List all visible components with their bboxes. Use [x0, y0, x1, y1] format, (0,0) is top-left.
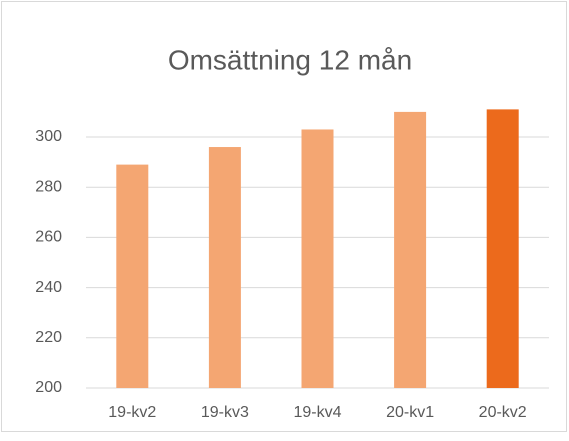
- bar: [208, 147, 241, 388]
- chart-border: [1, 1, 567, 432]
- bar: [394, 111, 427, 389]
- x-tick-label: 19-kv2: [108, 404, 156, 421]
- bar: [301, 129, 334, 388]
- chart-title: Omsättning 12 mån: [168, 44, 412, 75]
- y-tick-label: 300: [35, 128, 62, 145]
- bar: [116, 164, 149, 388]
- x-tick-label: 19-kv4: [293, 404, 341, 421]
- x-tick-label: 20-kv1: [386, 404, 434, 421]
- bar: [486, 109, 519, 388]
- y-tick-label: 280: [35, 178, 62, 195]
- y-tick-label: 200: [35, 379, 62, 396]
- x-tick-label: 20-kv2: [479, 404, 527, 421]
- y-tick-label: 220: [35, 329, 62, 346]
- x-tick-label: 19-kv3: [201, 404, 249, 421]
- y-tick-label: 260: [35, 229, 62, 246]
- y-tick-label: 240: [35, 279, 62, 296]
